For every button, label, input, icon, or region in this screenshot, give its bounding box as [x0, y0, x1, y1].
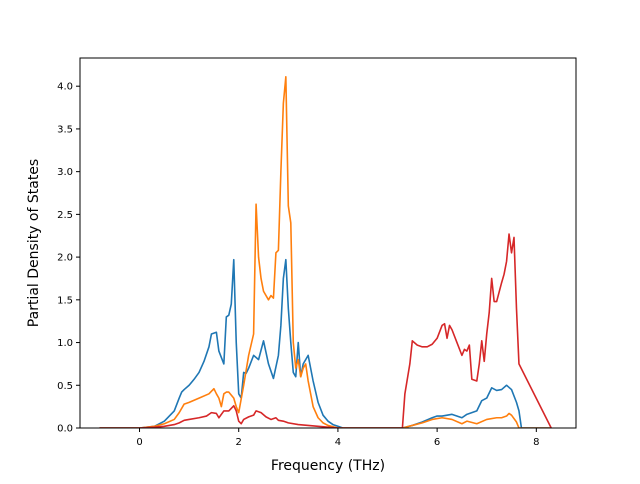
y-tick-label: 3.5 — [57, 124, 73, 135]
y-tick-label: 0.5 — [57, 381, 73, 392]
series-line-2 — [99, 76, 553, 428]
x-axis-title: Frequency (THz) — [271, 458, 385, 474]
x-axis-ticks: 0 2 4 6 8 — [136, 428, 540, 448]
y-tick-label: 3.0 — [57, 167, 73, 178]
x-tick-label: 6 — [434, 437, 440, 448]
y-axis-ticks: 0.0 0.5 1.0 1.5 2.0 2.5 3.0 3.5 4.0 — [57, 82, 80, 435]
x-tick-label: 2 — [236, 437, 242, 448]
y-tick-label: 2.5 — [57, 210, 73, 221]
x-tick-label: 4 — [335, 437, 341, 448]
x-tick-label: 8 — [533, 437, 539, 448]
y-axis-title: Partial Density of States — [26, 159, 42, 327]
y-tick-label: 1.0 — [57, 338, 73, 349]
x-tick-label: 0 — [136, 437, 142, 448]
series-line-1 — [99, 258, 553, 428]
y-tick-label: 2.0 — [57, 253, 73, 264]
y-tick-label: 4.0 — [57, 82, 73, 93]
y-tick-label: 1.5 — [57, 295, 73, 306]
series-layer — [99, 76, 553, 428]
y-tick-label: 0.0 — [57, 424, 73, 435]
series-line-3 — [99, 233, 553, 428]
plot-frame — [79, 57, 577, 429]
